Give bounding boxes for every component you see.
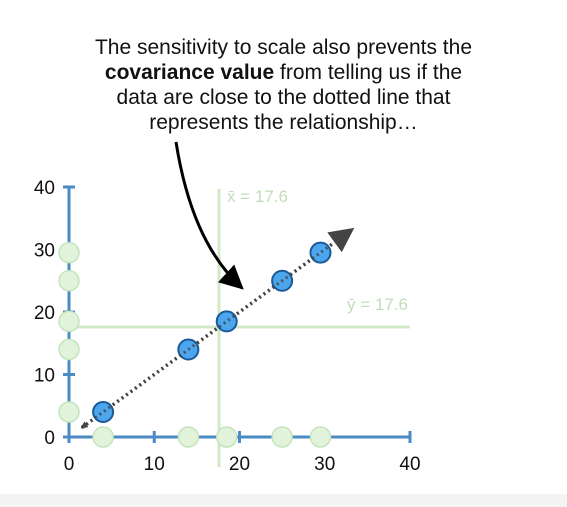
x-tick-label: 0 (64, 454, 75, 475)
y-tick-label: 0 (44, 428, 55, 449)
y-rug-point (59, 271, 79, 291)
y-tick-label: 40 (34, 178, 55, 199)
trend-line-overlay (82, 231, 351, 428)
x-rug-point (93, 427, 113, 447)
x-rug-point (217, 427, 237, 447)
x-rug-point (310, 427, 330, 447)
y-tick-label: 20 (34, 303, 55, 324)
x-rug-point (272, 427, 292, 447)
data-point (217, 311, 237, 331)
x-rug-point (178, 427, 198, 447)
x-tick-label: 20 (229, 454, 250, 475)
chart-panel: The sensitivity to scale also prevents t… (0, 0, 567, 494)
data-point (310, 243, 330, 263)
scatter-chart: x̄ = 17.6 ȳ = 17.6 0 10 20 30 40 0 10 20 30 40 (0, 0, 567, 494)
x-tick-label: 30 (314, 454, 335, 475)
y-rug-point (59, 402, 79, 422)
mean-y-label: ȳ = 17.6 (347, 295, 408, 314)
mean-x-label: x̄ = 17.6 (227, 187, 288, 206)
data-point (93, 402, 113, 422)
x-tick-label: 40 (399, 454, 420, 475)
y-rug-point (59, 311, 79, 331)
x-tick-label: 10 (144, 454, 165, 475)
y-tick-label: 30 (34, 241, 55, 262)
y-tick-label: 10 (34, 366, 55, 387)
callout-arrow (176, 142, 242, 288)
y-rug-point (59, 243, 79, 263)
y-rug-point (59, 340, 79, 360)
